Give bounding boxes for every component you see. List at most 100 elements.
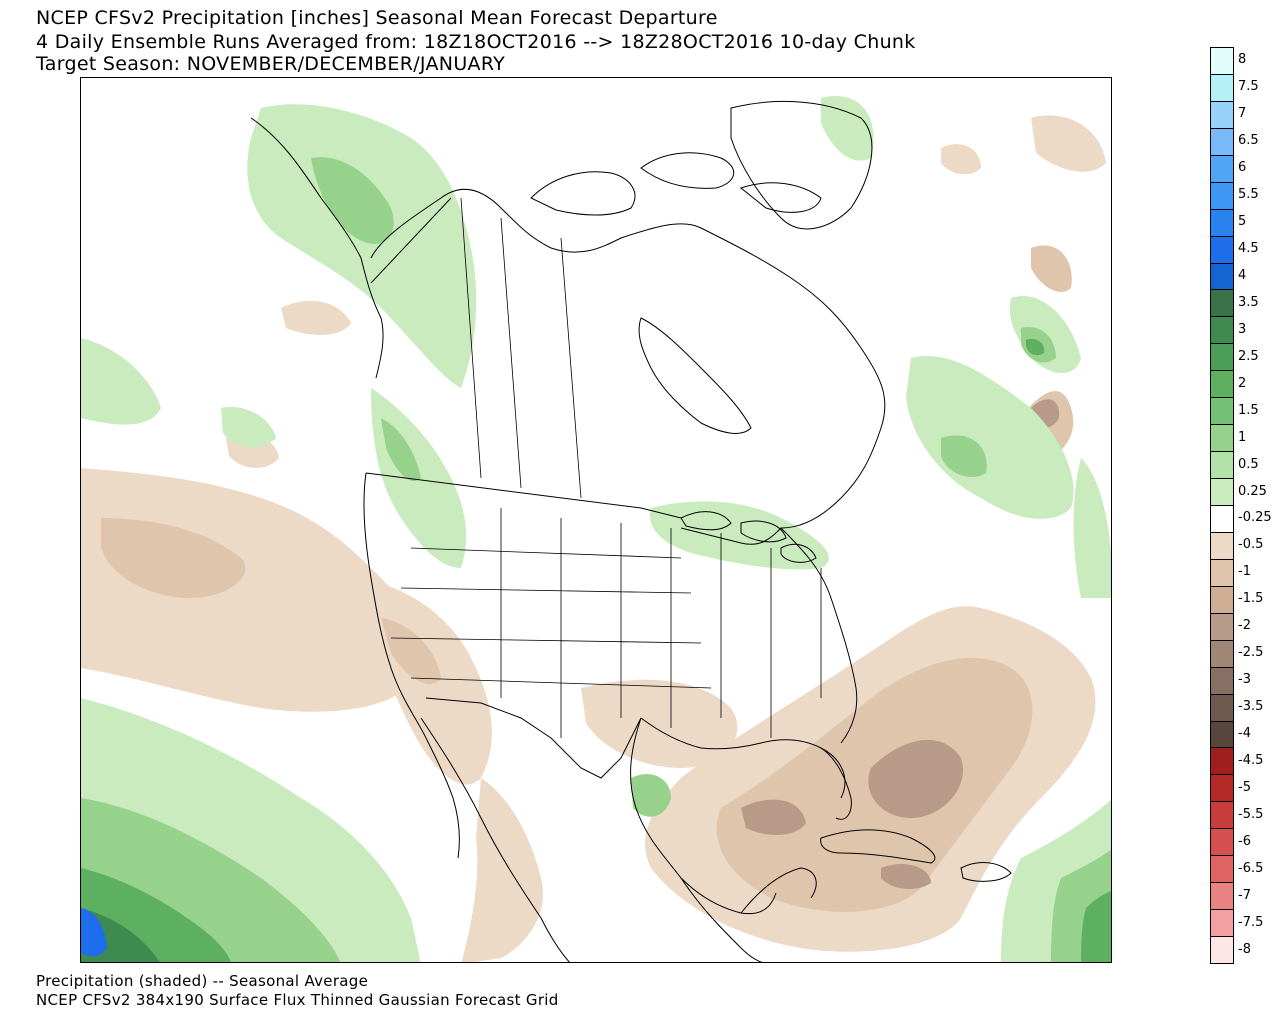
colorbar-swatch bbox=[1210, 100, 1234, 128]
pacific-northwest-wet-core bbox=[381, 418, 421, 482]
colorbar-swatch bbox=[1210, 639, 1234, 667]
yucatan bbox=[740, 867, 817, 914]
colorbar-label: -6 bbox=[1238, 833, 1251, 849]
colorbar-swatch bbox=[1210, 73, 1234, 101]
map-svg bbox=[81, 96, 1111, 962]
pacific-dry-core bbox=[101, 518, 246, 598]
baffin-dry bbox=[941, 144, 981, 175]
colorbar-label: 6.5 bbox=[1238, 133, 1259, 149]
colorbar-swatch bbox=[1210, 262, 1234, 290]
colorbar-swatch bbox=[1210, 343, 1234, 371]
north-pacific-wet bbox=[81, 338, 161, 425]
footer-line-2: NCEP CFSv2 384x190 Surface Flux Thinned … bbox=[36, 991, 559, 1009]
central-america bbox=[680, 877, 763, 962]
us-mexico-border bbox=[425, 697, 642, 779]
colorbar-swatch bbox=[1210, 505, 1234, 532]
colorbar-label: 4.5 bbox=[1238, 241, 1259, 257]
colorbar-label: 1 bbox=[1238, 429, 1247, 445]
colorbar-swatch bbox=[1210, 316, 1234, 344]
great-lakes bbox=[680, 511, 817, 563]
greenland-dry bbox=[1031, 115, 1106, 172]
greenland-wet bbox=[821, 96, 874, 161]
colorbar-label: -3 bbox=[1238, 672, 1251, 688]
north-atlantic-wet-core bbox=[1026, 338, 1045, 356]
colorbar-swatch bbox=[1210, 478, 1234, 505]
colorbar-label: 8 bbox=[1238, 52, 1247, 68]
colorbar-label: -2.5 bbox=[1238, 645, 1264, 661]
caribbean-dry-core-2 bbox=[881, 863, 931, 890]
colorbar-swatch bbox=[1210, 208, 1234, 236]
hudson-bay bbox=[638, 317, 752, 434]
colorbar-label: 6 bbox=[1238, 160, 1247, 176]
colorbar-label: 3 bbox=[1238, 321, 1247, 337]
florida bbox=[820, 747, 852, 820]
canada-province-lines bbox=[460, 197, 582, 499]
mexico-gulf-coast bbox=[630, 717, 777, 915]
great-lakes-wet bbox=[650, 501, 829, 570]
hispaniola bbox=[960, 862, 1012, 882]
colorbar-label: -1.5 bbox=[1238, 591, 1264, 607]
mexico-dry bbox=[461, 778, 543, 962]
us-canada-border bbox=[365, 472, 682, 519]
colorbar-label: 5.5 bbox=[1238, 187, 1259, 203]
colorbar-swatch bbox=[1210, 451, 1234, 479]
southwest-dry-core bbox=[381, 618, 441, 684]
colorbar-label: -7 bbox=[1238, 887, 1251, 903]
gulf-mexico-wet bbox=[631, 774, 671, 817]
colorbar-swatch bbox=[1210, 882, 1234, 910]
forecast-map bbox=[80, 77, 1112, 963]
shading-layer bbox=[81, 96, 1111, 962]
arctic-islands bbox=[530, 152, 822, 216]
colorbar-swatch bbox=[1210, 720, 1234, 748]
alaska-coast bbox=[250, 117, 384, 379]
colorbar-label: -1 bbox=[1238, 564, 1251, 580]
colorbar-swatch bbox=[1210, 154, 1234, 182]
colorbar-swatch bbox=[1210, 289, 1234, 317]
alaska-border bbox=[370, 197, 452, 284]
mexico-west-coast bbox=[420, 717, 570, 962]
colorbar-swatch bbox=[1210, 47, 1234, 74]
east-pacific-wet-peak bbox=[81, 908, 107, 957]
colorbar-label: 5 bbox=[1238, 214, 1247, 230]
atlantic-canada-wet bbox=[906, 356, 1074, 519]
colorbar-label: 7 bbox=[1238, 106, 1247, 122]
colorbar-label: 3.5 bbox=[1238, 294, 1259, 310]
us-state-lines bbox=[390, 508, 822, 738]
gulf-dry-core bbox=[741, 799, 806, 835]
east-atlantic-wet bbox=[1073, 458, 1111, 598]
colorbar-label: 1.5 bbox=[1238, 402, 1259, 418]
colorbar-label: -5 bbox=[1238, 779, 1251, 795]
atlantic-canada-wet-core bbox=[941, 435, 987, 477]
colorbar-swatch bbox=[1210, 774, 1234, 802]
colorbar-swatch bbox=[1210, 612, 1234, 640]
caribbean-wet-core bbox=[1081, 890, 1111, 962]
northwest-dry-pocket bbox=[281, 300, 351, 335]
colorbar-label: -7.5 bbox=[1238, 914, 1264, 930]
labrador-sea-dry bbox=[1031, 245, 1072, 292]
colorbar-bottom-edge bbox=[1210, 963, 1234, 964]
colorbar-label: 0.5 bbox=[1238, 456, 1259, 472]
title-line-3: Target Season: NOVEMBER/DECEMBER/JANUARY bbox=[36, 53, 506, 75]
title-line-2: 4 Daily Ensemble Runs Averaged from: 18Z… bbox=[36, 31, 916, 53]
colorbar-swatch bbox=[1210, 558, 1234, 586]
colorbar-swatch bbox=[1210, 855, 1234, 883]
colorbar-swatch bbox=[1210, 424, 1234, 452]
colorbar-label: -5.5 bbox=[1238, 806, 1264, 822]
texas-dry-anomaly bbox=[581, 679, 738, 768]
us-east-coast bbox=[780, 527, 858, 744]
colorbar-label: -8 bbox=[1238, 941, 1251, 957]
boundaries-layer bbox=[250, 100, 1012, 962]
alaska-wet-core bbox=[311, 157, 394, 244]
colorbar-label: 2.5 bbox=[1238, 348, 1259, 364]
colorbar-label: 0.25 bbox=[1238, 483, 1267, 499]
colorbar-label: -0.25 bbox=[1238, 510, 1272, 526]
colorbar-label: 2 bbox=[1238, 375, 1247, 391]
gulf-coast bbox=[640, 717, 846, 799]
colorbar bbox=[1210, 47, 1234, 963]
colorbar-swatch bbox=[1210, 397, 1234, 425]
colorbar-swatch bbox=[1210, 828, 1234, 856]
colorbar-swatch bbox=[1210, 181, 1234, 209]
colorbar-label: 7.5 bbox=[1238, 79, 1259, 95]
colorbar-swatch bbox=[1210, 370, 1234, 398]
